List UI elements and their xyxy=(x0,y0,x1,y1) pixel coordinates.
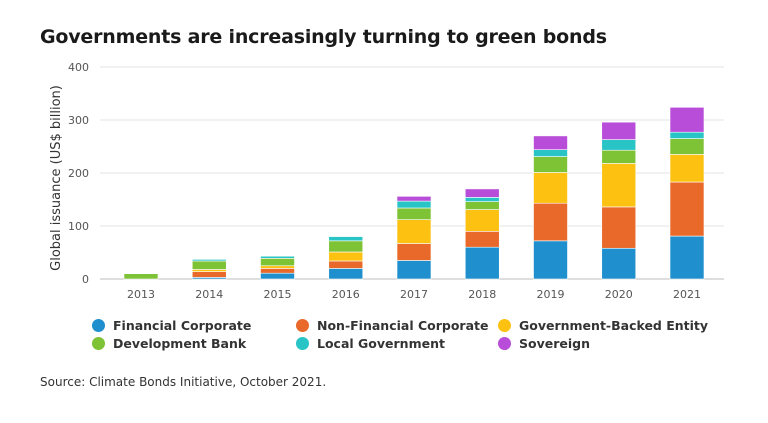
bar-segment xyxy=(533,156,568,173)
bar-segment xyxy=(396,207,432,220)
bar-segment xyxy=(533,149,568,157)
legend-item: Financial Corporate xyxy=(92,318,251,333)
bar-segment xyxy=(328,251,364,262)
bar-segment xyxy=(601,139,637,151)
bar-segment xyxy=(601,149,637,164)
bar-segment xyxy=(464,201,500,210)
legend-label: Development Bank xyxy=(113,336,247,351)
x-tick-label: 2019 xyxy=(537,288,565,301)
x-tick-label: 2017 xyxy=(400,288,428,301)
x-tick-label: 2021 xyxy=(673,288,701,301)
bar-segment xyxy=(328,236,364,242)
bar-segment xyxy=(328,268,364,280)
bar-segment xyxy=(191,260,227,270)
y-tick-label: 0 xyxy=(82,273,89,286)
bar-segment xyxy=(533,135,568,150)
y-tick-label: 300 xyxy=(68,114,89,127)
legend-label: Sovereign xyxy=(519,336,590,351)
x-tick-label: 2014 xyxy=(195,288,223,301)
y-tick-label: 100 xyxy=(68,220,89,233)
legend-marker xyxy=(498,319,511,332)
y-tick-label: 400 xyxy=(68,61,89,74)
x-tick-label: 2018 xyxy=(468,288,496,301)
bar-segment xyxy=(328,240,364,253)
bar-segment xyxy=(260,255,295,259)
legend-item: Development Bank xyxy=(92,336,246,351)
legend-marker xyxy=(296,319,309,332)
bar-segment xyxy=(123,273,159,280)
bar-segment xyxy=(464,188,500,198)
bar-segment xyxy=(191,271,227,278)
y-tick-label: 200 xyxy=(68,167,89,180)
legend-marker xyxy=(498,337,511,350)
bar-segment xyxy=(396,260,432,280)
bar-segment xyxy=(601,163,637,208)
bar-segment xyxy=(533,202,568,242)
bar-segment xyxy=(396,200,432,209)
bar-segment xyxy=(260,258,295,267)
bar-segment xyxy=(601,247,637,280)
bar-segment xyxy=(464,209,500,232)
bar-segment xyxy=(669,181,705,237)
legend-label: Non-Financial Corporate xyxy=(317,318,489,333)
legend-marker xyxy=(92,319,105,332)
legend-item: Local Government xyxy=(296,336,445,351)
bar-segment xyxy=(464,197,500,202)
legend-item: Sovereign xyxy=(498,336,590,351)
bar-segment xyxy=(669,106,705,133)
chart-title: Governments are increasingly turning to … xyxy=(40,26,607,48)
bar-segment xyxy=(669,138,705,155)
y-axis-label: Global issuance (US$ billion) xyxy=(49,85,64,271)
x-tick-label: 2015 xyxy=(264,288,292,301)
legend-label: Local Government xyxy=(317,336,445,351)
bar-segment xyxy=(191,259,227,262)
bar-segment xyxy=(601,206,637,249)
bar-segment xyxy=(396,243,432,261)
bar-segment xyxy=(464,246,500,280)
bar-segment xyxy=(464,231,500,248)
bar-segment xyxy=(260,265,295,269)
bar-segment xyxy=(396,219,432,244)
bar-segment xyxy=(533,172,568,204)
bar-segment xyxy=(601,121,637,140)
legend-label: Financial Corporate xyxy=(113,318,252,333)
x-tick-label: 2013 xyxy=(127,288,155,301)
bar-segment xyxy=(669,131,705,139)
source-note: Source: Climate Bonds Initiative, Octobe… xyxy=(40,375,327,389)
bar-segment xyxy=(669,235,705,280)
x-tick-label: 2020 xyxy=(605,288,633,301)
x-tick-label: 2016 xyxy=(332,288,360,301)
bar-segment xyxy=(396,196,432,202)
bar-segment xyxy=(260,268,295,274)
bar-segment xyxy=(533,240,568,280)
bar-segment xyxy=(260,272,295,280)
bar-segment xyxy=(669,154,705,183)
legend-item: Government-Backed Entity xyxy=(498,318,708,333)
legend-marker xyxy=(92,337,105,350)
bar-segment xyxy=(191,269,227,272)
legend-label: Government-Backed Entity xyxy=(519,318,709,333)
legend-item: Non-Financial Corporate xyxy=(296,318,488,333)
legend-marker xyxy=(296,337,309,350)
bar-segment xyxy=(328,260,364,269)
